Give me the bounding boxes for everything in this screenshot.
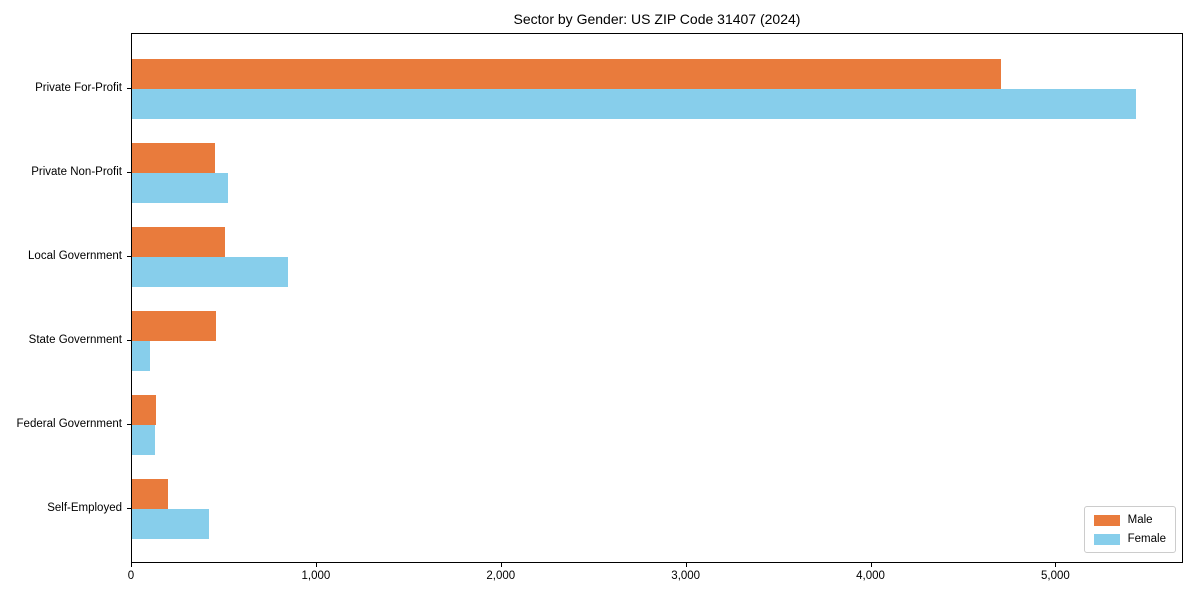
y-tick-label: Local Government	[28, 250, 122, 262]
chart-title: Sector by Gender: US ZIP Code 31407 (202…	[513, 11, 801, 27]
bar-male-3	[132, 311, 217, 341]
y-tick-label: State Government	[28, 334, 122, 346]
y-tick-mark	[127, 340, 131, 341]
x-tick-label: 3,000	[671, 570, 701, 582]
bar-female-0	[132, 89, 1136, 119]
legend-item-male: Male	[1093, 514, 1166, 526]
x-tick-mark	[685, 563, 687, 567]
bar-female-4	[132, 425, 156, 455]
x-tick-mark	[500, 563, 502, 567]
x-tick-mark	[131, 563, 132, 567]
x-tick-label: 4,000	[856, 570, 885, 582]
bar-male-4	[132, 395, 156, 425]
x-tick-mark	[870, 563, 872, 567]
legend-item-female: Female	[1093, 533, 1166, 545]
x-tick-label: 2,000	[486, 570, 516, 582]
bar-female-5	[132, 509, 209, 539]
y-tick-mark	[127, 256, 131, 257]
legend-swatch-male-icon	[1093, 514, 1120, 526]
y-tick-mark	[127, 88, 131, 89]
bar-female-3	[132, 341, 150, 371]
bars-layer	[132, 34, 1182, 562]
bar-male-0	[132, 59, 1001, 89]
bar-male-1	[132, 143, 216, 173]
y-tick-label: Private For-Profit	[35, 82, 122, 94]
bar-male-2	[132, 227, 226, 257]
bar-female-1	[132, 173, 229, 203]
x-tick-label: 0	[127, 570, 135, 582]
legend: Male Female	[1083, 506, 1176, 553]
y-tick-mark	[127, 424, 131, 425]
bar-female-2	[132, 257, 289, 287]
y-tick-label: Private Non-Profit	[31, 166, 122, 178]
x-tick-label: 5,000	[1041, 570, 1070, 582]
x-tick-mark	[1055, 563, 1057, 567]
y-tick-label: Self-Employed	[47, 502, 122, 514]
legend-label-male: Male	[1127, 514, 1153, 526]
legend-swatch-female-icon	[1093, 533, 1120, 545]
x-tick-label: 1,000	[301, 570, 331, 582]
plot-area: Male Female	[131, 33, 1183, 563]
x-tick-mark	[315, 563, 317, 567]
y-tick-label: Federal Government	[16, 418, 122, 430]
legend-label-female: Female	[1127, 533, 1166, 545]
y-tick-mark	[127, 508, 131, 509]
bar-male-5	[132, 479, 169, 509]
y-tick-mark	[127, 172, 131, 173]
